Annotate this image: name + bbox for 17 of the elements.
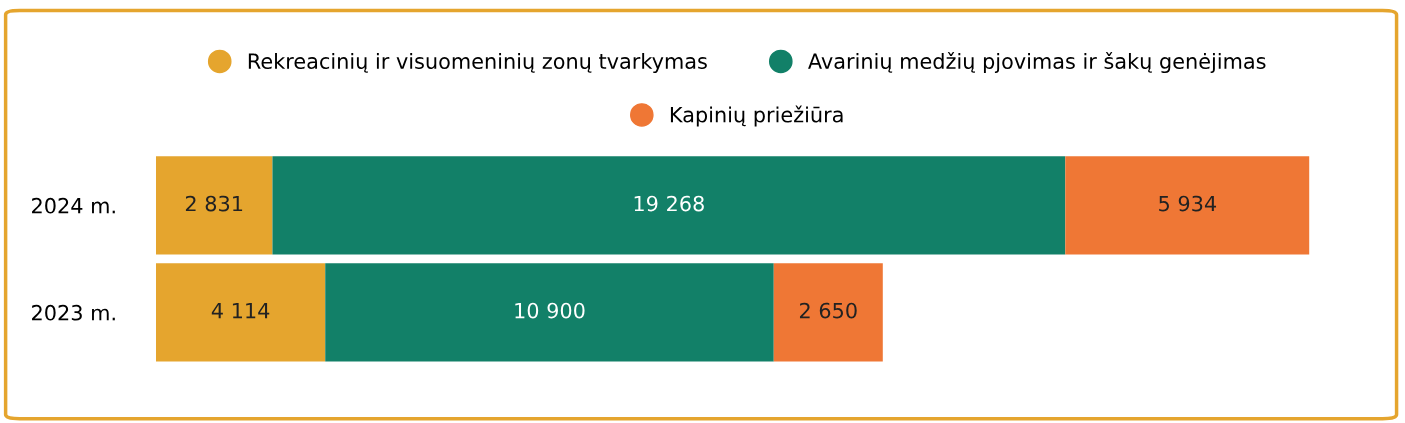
y-tick-label: 2023 m. [32, 304, 115, 321]
legend-label: Avarinių medžių pjovimas ir šakų genėjimas [808, 52, 1266, 74]
data-label: 2 650 [799, 302, 857, 319]
bar [272, 156, 1066, 255]
data-label: 2 831 [185, 195, 243, 212]
legend-label: Kapinių priežiūra [670, 105, 843, 127]
legend-label: Rekreacinių ir visuomeninių zonų tvarkymas [248, 52, 707, 74]
data-label: 10 900 [515, 302, 585, 319]
y-tick-label: 2024 m. [32, 197, 115, 214]
bar [1065, 156, 1310, 255]
data-label: 5 934 [1159, 195, 1217, 212]
bar [773, 263, 883, 362]
bar [325, 263, 774, 362]
data-label: 4 114 [211, 302, 270, 319]
bar [155, 156, 273, 255]
data-label: 19 268 [634, 195, 704, 212]
bar [155, 263, 326, 362]
